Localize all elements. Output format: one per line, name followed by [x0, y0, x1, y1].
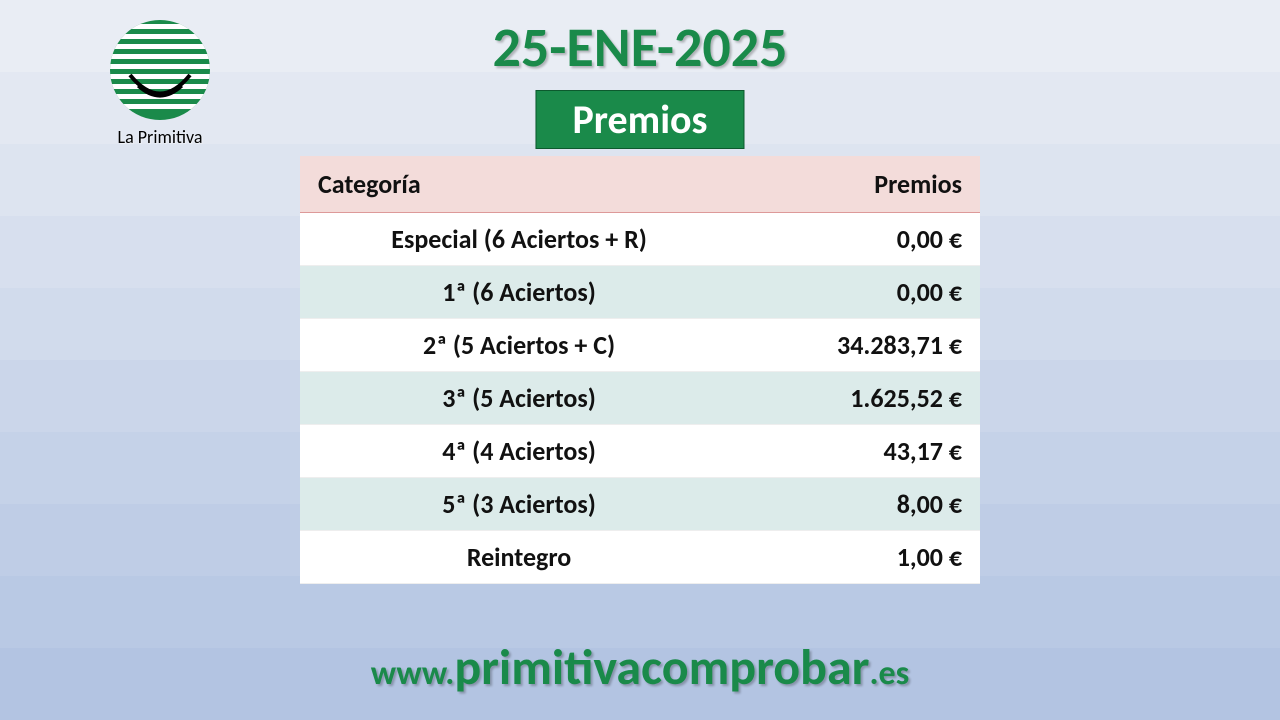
- cell-category: Especial (6 Aciertos + R): [300, 213, 738, 266]
- col-header-category: Categoría: [300, 156, 738, 213]
- cell-category: 3ª (5 Aciertos): [300, 372, 738, 425]
- cell-amount: 8,00 €: [738, 478, 980, 531]
- cell-amount: 43,17 €: [738, 425, 980, 478]
- cell-category: 4ª (4 Aciertos): [300, 425, 738, 478]
- cell-amount: 0,00 €: [738, 266, 980, 319]
- cell-amount: 0,00 €: [738, 213, 980, 266]
- cell-category: 5ª (3 Aciertos): [300, 478, 738, 531]
- footer-suffix: .es: [869, 653, 909, 694]
- cell-amount: 1,00 €: [738, 531, 980, 584]
- cell-category: 2ª (5 Aciertos + C): [300, 319, 738, 372]
- table-header-row: Categoría Premios: [300, 156, 980, 213]
- logo-icon: [110, 20, 210, 120]
- table-row: 5ª (3 Aciertos)8,00 €: [300, 478, 980, 531]
- cell-amount: 34.283,71 €: [738, 319, 980, 372]
- table-row: Especial (6 Aciertos + R)0,00 €: [300, 213, 980, 266]
- table-row: 4ª (4 Aciertos)43,17 €: [300, 425, 980, 478]
- section-badge: Premios: [535, 90, 744, 149]
- logo-block: La Primitiva: [110, 20, 210, 148]
- table-row: 3ª (5 Aciertos)1.625,52 €: [300, 372, 980, 425]
- cell-category: 1ª (6 Aciertos): [300, 266, 738, 319]
- logo-caption: La Primitiva: [110, 126, 210, 148]
- cell-category: Reintegro: [300, 531, 738, 584]
- footer-url: www.primitivacomprobar.es: [371, 637, 909, 698]
- table-row: Reintegro1,00 €: [300, 531, 980, 584]
- footer-domain: primitivacomprobar: [454, 637, 869, 698]
- table-row: 1ª (6 Aciertos)0,00 €: [300, 266, 980, 319]
- table-row: 2ª (5 Aciertos + C)34.283,71 €: [300, 319, 980, 372]
- date-title: 25-ENE-2025: [492, 14, 787, 82]
- prizes-table-container: Categoría Premios Especial (6 Aciertos +…: [300, 156, 980, 584]
- col-header-amount: Premios: [738, 156, 980, 213]
- prizes-table: Categoría Premios Especial (6 Aciertos +…: [300, 156, 980, 584]
- cell-amount: 1.625,52 €: [738, 372, 980, 425]
- footer-prefix: www.: [371, 653, 455, 694]
